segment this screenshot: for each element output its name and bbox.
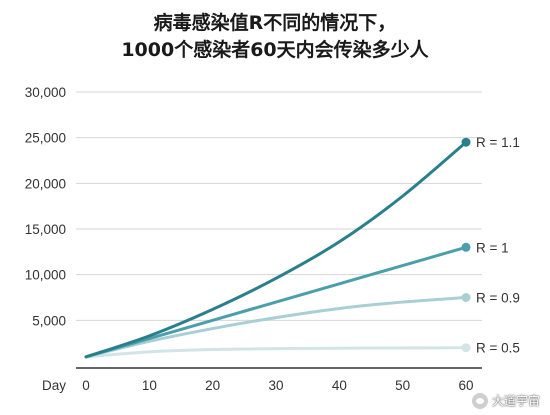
series-label: R = 1 <box>476 240 509 255</box>
series-lines <box>84 140 468 359</box>
series-end-point <box>461 293 471 302</box>
watermark-text: 大道宇宙 <box>491 394 540 408</box>
chart-title-line: 1000个感染者60天内会传染多少人 <box>121 39 429 61</box>
x-axis-ticks: Day 0 10 20 30 40 50 60 <box>42 378 474 393</box>
series-end-points <box>461 137 471 353</box>
series-line <box>84 296 468 359</box>
series-line <box>84 245 468 359</box>
series-label: R = 0.5 <box>476 341 520 356</box>
x-tick-label: 20 <box>205 378 220 393</box>
x-tick-label: 40 <box>332 378 347 393</box>
series-label: R = 0.9 <box>476 291 520 306</box>
x-tick-label: 60 <box>458 378 473 393</box>
series-end-point <box>461 137 471 147</box>
grid-lines <box>76 91 482 369</box>
series-end-point <box>461 343 471 353</box>
series-end-point <box>461 242 471 252</box>
series-line <box>84 346 468 359</box>
series-line <box>84 140 468 359</box>
y-tick-label: 5,000 <box>32 313 66 328</box>
y-tick-label: 15,000 <box>25 222 66 237</box>
y-tick-label: 25,000 <box>25 131 66 146</box>
x-tick-label: 50 <box>395 378 410 393</box>
series-label: R = 1.1 <box>476 135 520 150</box>
chart-title-line: 病毒感染值R不同的情况下， <box>153 12 397 34</box>
series-labels: R = 0.5 R = 0.9 R = 1 R = 1.1 <box>476 135 520 356</box>
x-axis-label: Day <box>42 378 66 393</box>
y-tick-label: 30,000 <box>25 85 66 100</box>
x-tick-label: 0 <box>82 378 90 393</box>
chart-title: 病毒感染值R不同的情况下， 1000个感染者60天内会传染多少人 <box>0 10 550 64</box>
y-tick-label: 10,000 <box>25 268 66 283</box>
y-tick-label: 20,000 <box>25 176 66 191</box>
y-axis-ticks: 5,000 10,000 15,000 20,000 25,000 30,000 <box>25 85 66 328</box>
x-tick-label: 10 <box>142 378 157 393</box>
x-tick-label: 30 <box>268 378 283 393</box>
wechat-icon <box>471 392 488 409</box>
watermark: 大道宇宙 <box>471 392 540 409</box>
